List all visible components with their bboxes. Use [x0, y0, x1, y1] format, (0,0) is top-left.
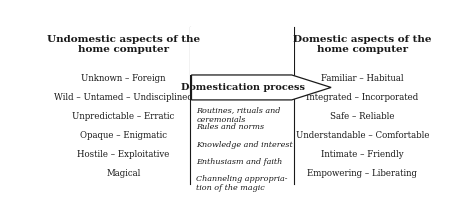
Text: Empowering – Liberating: Empowering – Liberating — [307, 169, 417, 178]
Text: Wild – Untamed – Undisciplined: Wild – Untamed – Undisciplined — [54, 93, 193, 102]
Text: Familiar – Habitual: Familiar – Habitual — [321, 74, 404, 83]
Text: Unpredictable – Erratic: Unpredictable – Erratic — [73, 112, 174, 121]
Text: Integrated – Incorporated: Integrated – Incorporated — [306, 93, 419, 102]
Text: Intimate – Friendly: Intimate – Friendly — [321, 150, 404, 159]
Text: Hostile – Exploitative: Hostile – Exploitative — [77, 150, 170, 159]
Text: Rules and norms: Rules and norms — [196, 124, 264, 131]
Text: Magical: Magical — [106, 169, 141, 178]
Bar — [190, 27, 293, 75]
Text: Safe – Reliable: Safe – Reliable — [330, 112, 394, 121]
Text: Unknown – Foreign: Unknown – Foreign — [81, 74, 166, 83]
Text: Opaque – Enigmatic: Opaque – Enigmatic — [80, 131, 167, 140]
Text: Undomestic aspects of the
home computer: Undomestic aspects of the home computer — [47, 35, 200, 54]
Text: Enthusiasm and faith: Enthusiasm and faith — [196, 158, 283, 166]
Text: Domestic aspects of the
home computer: Domestic aspects of the home computer — [293, 35, 431, 54]
Text: Routines, rituals and
ceremonials: Routines, rituals and ceremonials — [196, 106, 281, 124]
Text: Domestication process: Domestication process — [181, 83, 305, 92]
Text: Knowledge and interest: Knowledge and interest — [196, 140, 293, 149]
Text: Understandable – Comfortable: Understandable – Comfortable — [296, 131, 429, 140]
Polygon shape — [191, 75, 331, 100]
Text: Channeling appropria-
tion of the magic: Channeling appropria- tion of the magic — [196, 175, 288, 192]
